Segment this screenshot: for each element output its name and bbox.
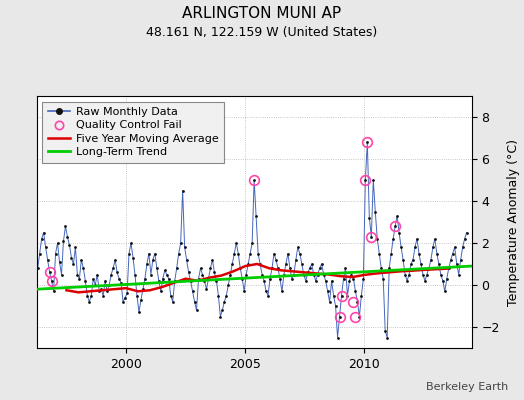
Text: 48.161 N, 122.159 W (United States): 48.161 N, 122.159 W (United States) [146,26,378,39]
Text: Berkeley Earth: Berkeley Earth [426,382,508,392]
Legend: Raw Monthly Data, Quality Control Fail, Five Year Moving Average, Long-Term Tren: Raw Monthly Data, Quality Control Fail, … [42,102,224,163]
Y-axis label: Temperature Anomaly (°C): Temperature Anomaly (°C) [507,138,520,306]
Text: ARLINGTON MUNI AP: ARLINGTON MUNI AP [182,6,342,21]
